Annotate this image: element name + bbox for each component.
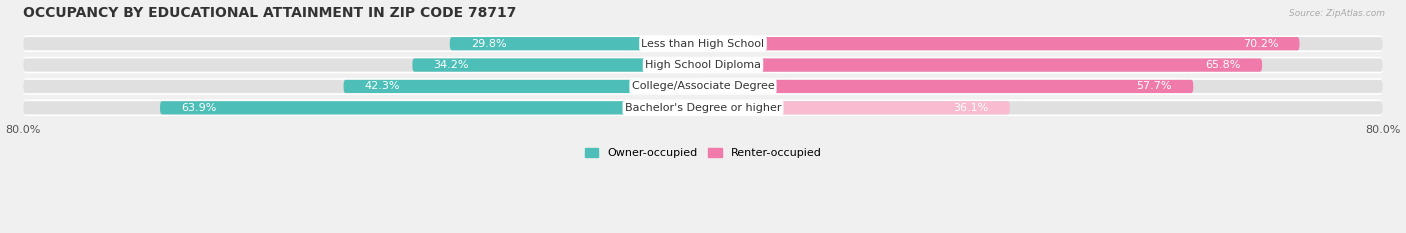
- FancyBboxPatch shape: [24, 58, 1382, 72]
- Text: 65.8%: 65.8%: [1205, 60, 1241, 70]
- FancyBboxPatch shape: [160, 101, 703, 114]
- FancyBboxPatch shape: [24, 101, 1382, 114]
- Text: OCCUPANCY BY EDUCATIONAL ATTAINMENT IN ZIP CODE 78717: OCCUPANCY BY EDUCATIONAL ATTAINMENT IN Z…: [24, 6, 516, 20]
- FancyBboxPatch shape: [24, 78, 1382, 95]
- Text: 63.9%: 63.9%: [181, 103, 217, 113]
- Text: 36.1%: 36.1%: [953, 103, 988, 113]
- Text: High School Diploma: High School Diploma: [645, 60, 761, 70]
- FancyBboxPatch shape: [24, 80, 1382, 93]
- Text: 29.8%: 29.8%: [471, 39, 506, 49]
- FancyBboxPatch shape: [343, 80, 703, 93]
- FancyBboxPatch shape: [703, 101, 1010, 114]
- FancyBboxPatch shape: [703, 58, 1263, 72]
- FancyBboxPatch shape: [24, 35, 1382, 52]
- Text: Source: ZipAtlas.com: Source: ZipAtlas.com: [1289, 9, 1385, 18]
- FancyBboxPatch shape: [412, 58, 703, 72]
- Text: Bachelor's Degree or higher: Bachelor's Degree or higher: [624, 103, 782, 113]
- Text: 34.2%: 34.2%: [433, 60, 470, 70]
- FancyBboxPatch shape: [703, 80, 1194, 93]
- Text: 70.2%: 70.2%: [1243, 39, 1278, 49]
- FancyBboxPatch shape: [703, 37, 1299, 50]
- FancyBboxPatch shape: [24, 99, 1382, 116]
- Text: 42.3%: 42.3%: [364, 82, 401, 91]
- Text: Less than High School: Less than High School: [641, 39, 765, 49]
- Text: College/Associate Degree: College/Associate Degree: [631, 82, 775, 91]
- FancyBboxPatch shape: [24, 37, 1382, 50]
- FancyBboxPatch shape: [24, 57, 1382, 73]
- Text: 57.7%: 57.7%: [1136, 82, 1173, 91]
- Legend: Owner-occupied, Renter-occupied: Owner-occupied, Renter-occupied: [581, 143, 825, 163]
- FancyBboxPatch shape: [450, 37, 703, 50]
